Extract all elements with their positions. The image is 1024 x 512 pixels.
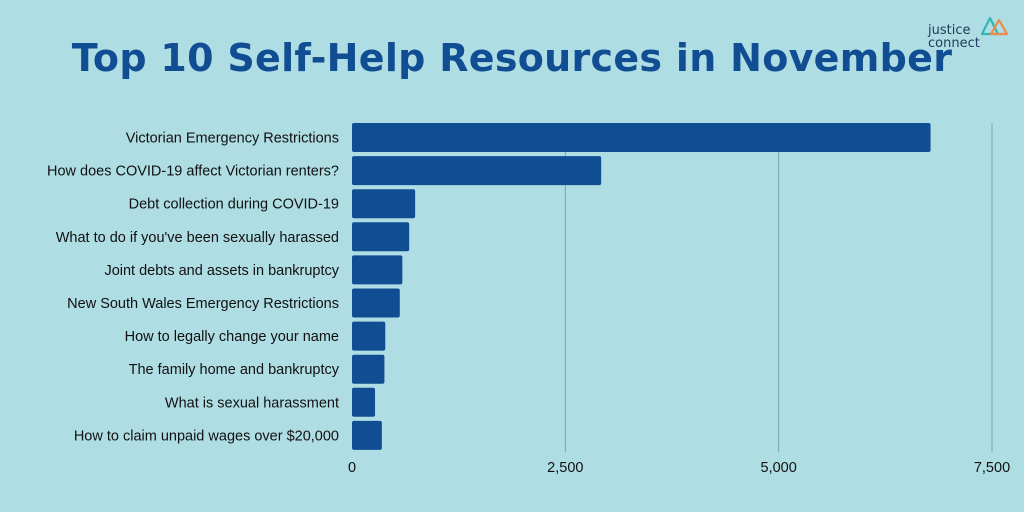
bar-2	[352, 189, 416, 219]
bar-5	[352, 288, 400, 318]
category-label-7: The family home and bankruptcy	[129, 362, 340, 378]
bar-1	[352, 156, 602, 186]
logo-text-line2: connect	[928, 36, 980, 51]
logo-text-line1: justice	[928, 23, 971, 38]
triangle-logo-icon	[980, 16, 1009, 36]
category-label-2: Debt collection during COVID-19	[129, 197, 339, 213]
category-label-3: What to do if you've been sexually haras…	[56, 230, 339, 246]
logo-text: justice connect	[928, 24, 980, 50]
bar-7	[352, 354, 385, 384]
x-tick-label-3: 7,500	[974, 460, 1010, 476]
x-tick-label-2: 5,000	[761, 460, 797, 476]
category-label-0: Victorian Emergency Restrictions	[126, 131, 339, 147]
bar-3	[352, 222, 410, 252]
category-label-5: New South Wales Emergency Restrictions	[67, 296, 339, 312]
category-label-6: How to legally change your name	[125, 329, 339, 345]
justice-connect-logo: justice connect	[924, 12, 1016, 52]
bar-8	[352, 387, 376, 417]
category-label-4: Joint debts and assets in bankruptcy	[104, 263, 339, 279]
bar-0	[352, 123, 931, 152]
bar-6	[352, 321, 386, 351]
bar-4	[352, 255, 403, 285]
category-label-9: How to claim unpaid wages over $20,000	[74, 428, 339, 444]
x-tick-label-1: 2,500	[547, 460, 583, 476]
bar-9	[352, 420, 382, 450]
category-label-1: How does COVID-19 affect Victorian rente…	[47, 164, 339, 180]
category-label-8: What is sexual harassment	[165, 395, 339, 411]
chart-title: Top 10 Self-Help Resources in November	[71, 36, 953, 80]
x-tick-label-0: 0	[348, 460, 356, 476]
